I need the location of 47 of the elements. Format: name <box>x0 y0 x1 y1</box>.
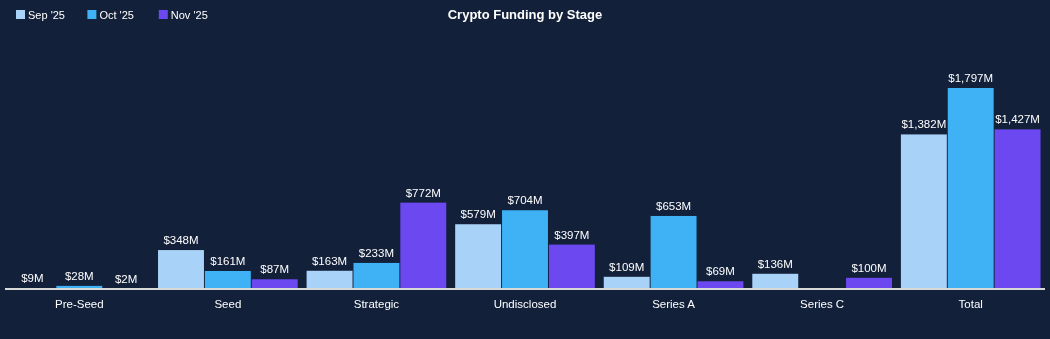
data-label: $161M <box>210 254 246 267</box>
data-label: $163M <box>311 254 348 267</box>
bar <box>947 88 994 289</box>
data-label: $233M <box>358 246 395 259</box>
data-label: $109M <box>609 260 645 273</box>
data-label: $348M <box>163 234 199 247</box>
chart-title: Crypto Funding by Stage <box>447 7 603 22</box>
data-label: $100M <box>851 261 887 274</box>
data-label: $136M <box>757 257 793 270</box>
data-label: $704M <box>507 194 543 207</box>
bar <box>158 250 204 289</box>
data-label: $9M <box>21 271 44 284</box>
data-label: $397M <box>554 228 590 241</box>
bar <box>548 244 595 289</box>
bar <box>455 224 502 289</box>
bar <box>204 270 251 289</box>
bar <box>994 129 1041 289</box>
bar <box>900 134 947 289</box>
x-tick-label: Strategic <box>353 298 400 310</box>
bar <box>353 262 400 289</box>
data-label: $1,427M <box>995 113 1040 126</box>
data-label: $1,382M <box>901 118 947 131</box>
data-label: $772M <box>405 186 441 199</box>
legend-label: Oct '25 <box>99 8 134 21</box>
bar <box>306 270 353 289</box>
bar <box>603 276 650 289</box>
data-label: $28M <box>64 269 94 282</box>
x-tick-label: Undisclosed <box>493 298 557 310</box>
bar <box>697 281 744 289</box>
legend-label: Sep '25 <box>28 8 65 21</box>
data-label: $579M <box>460 208 496 221</box>
bar <box>251 279 298 289</box>
x-tick-label: Series A <box>652 298 696 310</box>
data-label: $1,797M <box>948 72 994 84</box>
data-label: $2M <box>114 272 138 285</box>
data-label: $69M <box>706 265 735 278</box>
x-tick-label: Total <box>958 298 983 310</box>
x-tick-label: Seed <box>214 298 242 310</box>
data-label: $87M <box>260 263 290 276</box>
bar <box>752 273 799 289</box>
bar <box>502 210 548 289</box>
x-tick-label: Pre-Seed <box>54 298 104 310</box>
data-label: $653M <box>655 199 692 212</box>
bar <box>650 215 697 289</box>
x-tick-label: Series C <box>800 298 845 310</box>
bar <box>400 202 447 289</box>
legend-label: Nov '25 <box>170 8 208 21</box>
